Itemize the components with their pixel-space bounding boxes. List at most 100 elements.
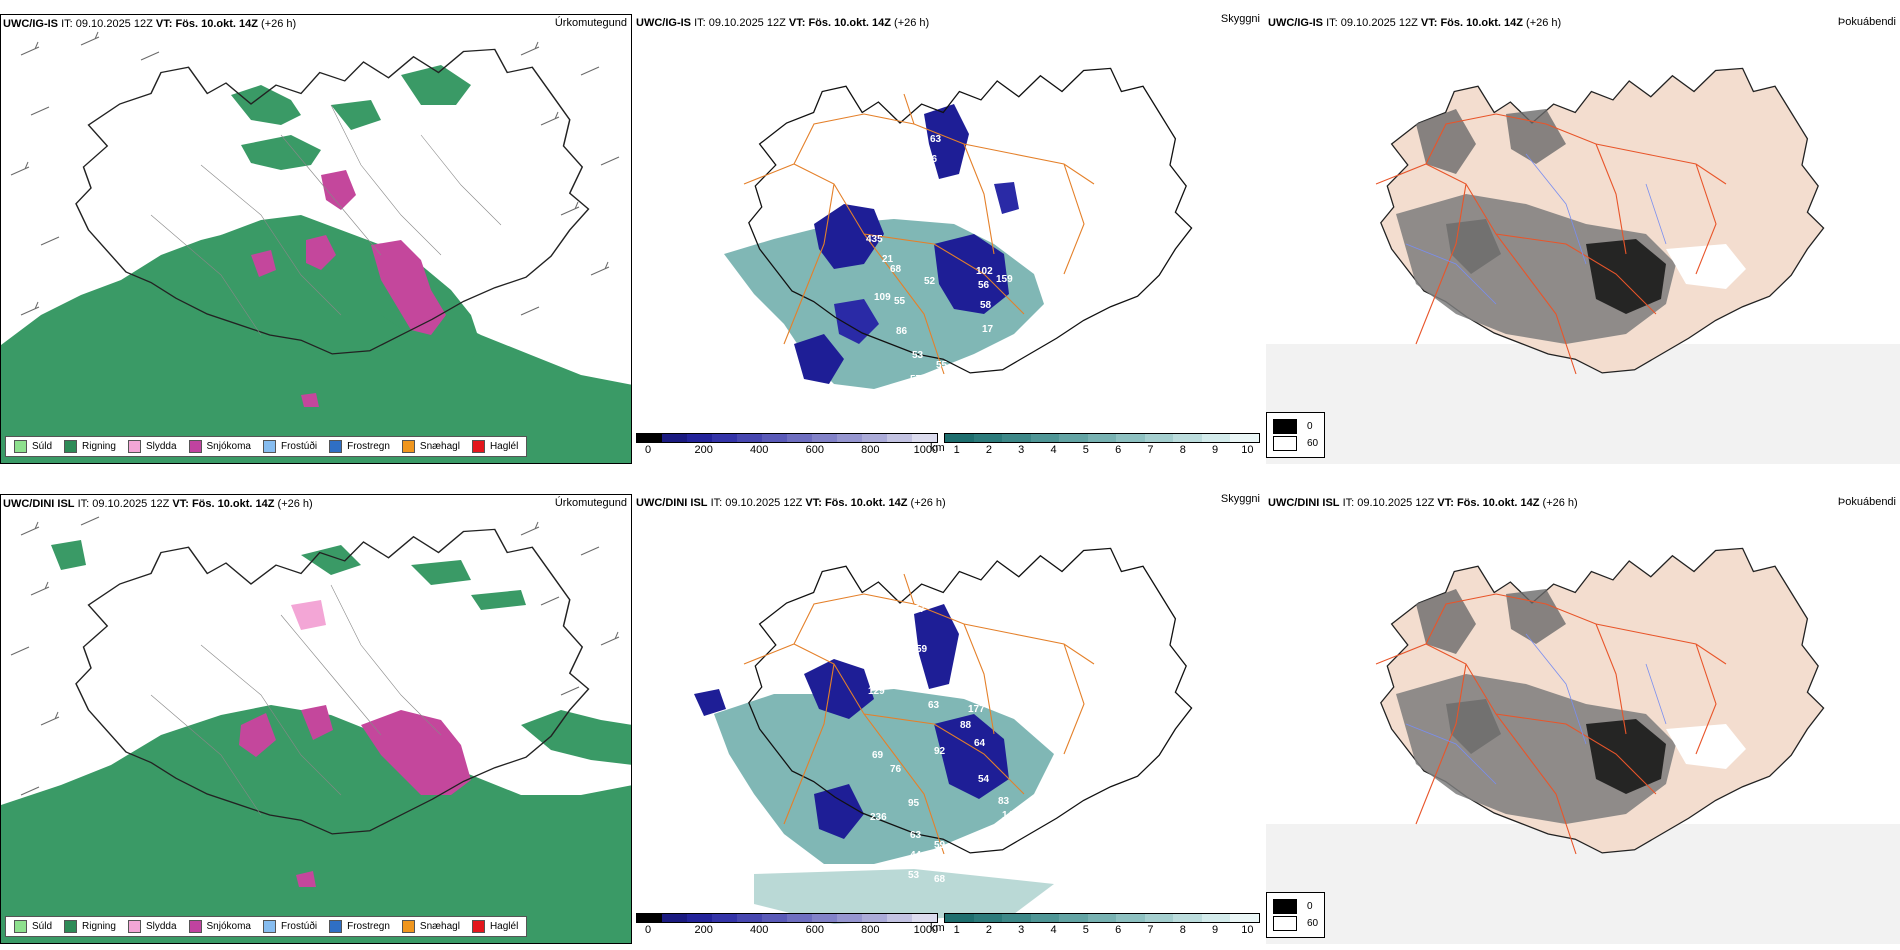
colorbar-tick: 600	[805, 924, 824, 936]
colorbar-segment	[1144, 914, 1174, 922]
snow-area	[371, 240, 446, 335]
colorbar-tick: 200	[694, 444, 713, 456]
colorbar-segment	[812, 914, 837, 922]
visibility-value-label: 435	[866, 234, 883, 245]
panel-precip-type-bottom: UWC/DINI ISL IT: 09.10.2025 12Z VT: Fös.…	[0, 494, 632, 944]
visibility-value-label: 57	[914, 604, 926, 615]
legend-item: Frostúði	[262, 440, 317, 453]
colorbar-segment	[1201, 434, 1231, 442]
colorbar-segment	[862, 914, 887, 922]
colorbar-unit: km	[930, 922, 945, 934]
colorbar-tick: 10	[1241, 924, 1254, 936]
colorbar-tick: 3	[1018, 924, 1025, 936]
colorbar-segment	[1030, 434, 1060, 442]
colorbar-segment	[737, 914, 762, 922]
fog-key-label: 0	[1307, 421, 1313, 432]
legend-item: Frostregn	[329, 920, 390, 933]
visibility-value-label: 129	[868, 686, 885, 697]
precip-map	[1, 31, 631, 463]
colorbar-tick: 400	[750, 924, 769, 936]
panel-title: UWC/DINI ISL IT: 09.10.2025 12Z VT: Fös.…	[636, 497, 946, 509]
panel-type-label: Þokuábendi	[1837, 16, 1896, 28]
visibility-value-label: 55	[936, 360, 948, 371]
precip-legend: Súld Rigning Slydda Snjókoma Frostúði Frostre…	[5, 916, 528, 937]
fog-map	[1266, 547, 1900, 944]
legend-item: Frostúði	[262, 920, 317, 933]
panel-visibility-top: UWC/IG-IS IT: 09.10.2025 12Z VT: Fös. 10…	[634, 14, 1264, 464]
panel-type-label: Skyggni	[1220, 14, 1260, 25]
legend-item: Rigning	[64, 920, 116, 933]
panel-precip-type-top: UWC/IG-IS IT: 09.10.2025 12Z VT: Fös. 10…	[0, 14, 632, 464]
colorbar-segment	[787, 914, 812, 922]
colorbar-segment	[887, 914, 912, 922]
colorbar-tick: 6	[1115, 924, 1122, 936]
colorbar-segment	[1144, 434, 1174, 442]
fog-index-key: 0 60	[1266, 412, 1326, 458]
visibility-value-label: 55	[894, 296, 906, 307]
legend-label: Rigning	[82, 441, 116, 452]
colorbar-tick: 7	[1147, 444, 1154, 456]
colorbar-tick: 4	[1050, 444, 1057, 456]
colorbar-segment	[712, 914, 737, 922]
panel-type-label: Úrkomutegund	[554, 497, 627, 509]
visibility-km-colorbar: km 1 2 3 4 5 6 7 8 9 10	[930, 913, 1260, 936]
colorbar-strip	[944, 433, 1260, 443]
legend-item: Snjókoma	[188, 920, 251, 933]
colorbar-segment	[737, 434, 762, 442]
legend-label: Slydda	[145, 441, 177, 452]
colorbar-segment	[1230, 914, 1260, 922]
visibility-map	[724, 67, 1193, 389]
fog-key-label: 60	[1307, 918, 1319, 929]
colorbar-segment	[662, 914, 687, 922]
visibility-value-label: 236	[870, 812, 887, 823]
fog-key-row: 60	[1273, 436, 1318, 451]
legend-swatch	[262, 440, 276, 453]
colorbar-segment	[1173, 914, 1202, 922]
legend-label: Súld	[32, 921, 53, 932]
colorbar-segment	[837, 914, 862, 922]
colorbar-segment	[1087, 434, 1117, 442]
legend-swatch	[329, 920, 343, 933]
visibility-value-label: 42	[1032, 816, 1044, 827]
colorbar-tick: 800	[861, 444, 880, 456]
colorbar-segment	[1059, 914, 1088, 922]
colorbar-segment	[1087, 914, 1117, 922]
visibility-value-label: 76	[890, 764, 902, 775]
visibility-value-label: 44	[910, 850, 922, 861]
visibility-value-label: 63	[910, 830, 922, 841]
panel-fog-top: UWC/IG-IS IT: 09.10.2025 12Z VT: Fös. 10…	[1266, 14, 1900, 464]
colorbar-tick: 9	[1211, 924, 1219, 936]
colorbar-segment	[945, 914, 974, 922]
legend-swatch	[14, 920, 27, 933]
visibility-value-label: 59	[934, 840, 946, 851]
visibility-value-label: 53	[908, 870, 920, 881]
legend-item: Súld	[14, 440, 52, 453]
colorbar-tick: 1	[953, 444, 960, 456]
colorbar-strip	[944, 913, 1260, 923]
legend-item: Frostregn	[329, 440, 390, 453]
legend-label: Snæhagl	[419, 441, 460, 452]
colorbar-tick: 5	[1082, 444, 1089, 456]
legend-label: Frostregn	[347, 441, 390, 452]
visibility-value-label: 86	[896, 326, 908, 337]
colorbar-segment	[1230, 434, 1260, 442]
legend-swatch	[127, 440, 141, 453]
colorbar-tick: 0	[645, 444, 652, 456]
colorbar-tick: 200	[694, 924, 713, 936]
colorbar-segment	[762, 914, 787, 922]
legend-label: Súld	[32, 441, 53, 452]
visibility-value-label: 95	[908, 798, 920, 809]
fog-key-row: 0	[1273, 899, 1318, 914]
colorbar-tick: 10	[1241, 444, 1254, 456]
colorbar-segment	[973, 914, 1003, 922]
visibility-value-label: 66	[926, 154, 938, 165]
colorbar-tick: 1000	[913, 444, 939, 456]
legend-label: Rigning	[82, 921, 116, 932]
colorbar-segment	[662, 434, 687, 442]
colorbar-segment	[1173, 434, 1202, 442]
visibility-value-label: 54	[978, 774, 990, 785]
panel-type-label: Skyggni	[1220, 494, 1260, 505]
colorbar-segment	[1002, 434, 1031, 442]
colorbar-tick: 3	[1018, 444, 1025, 456]
legend-swatch	[127, 920, 141, 933]
